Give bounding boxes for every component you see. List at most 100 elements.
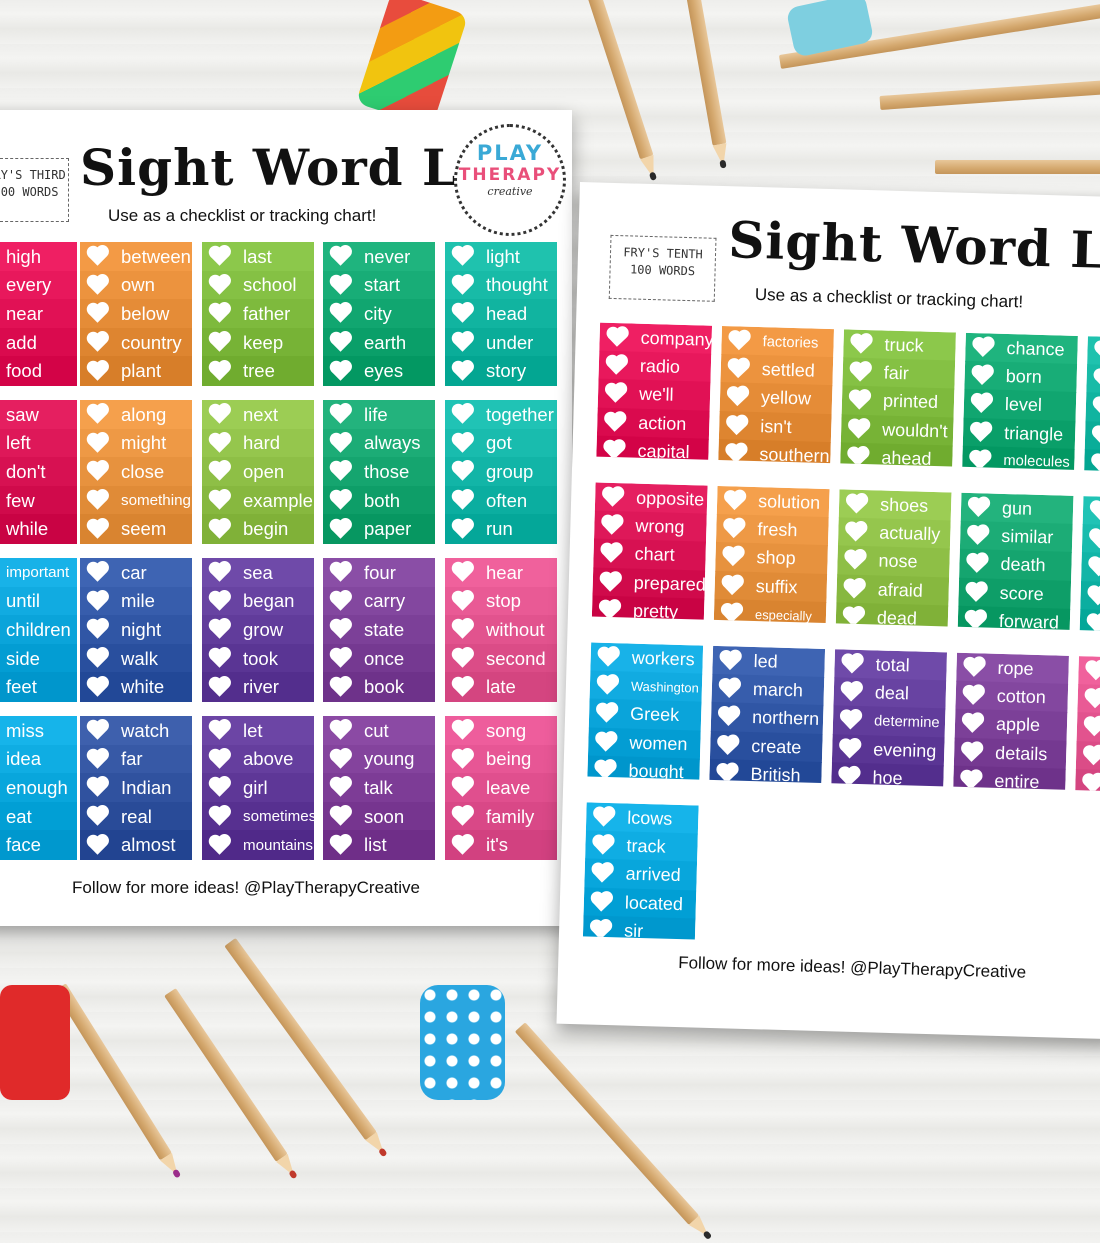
word-row[interactable]: chance <box>965 332 1078 366</box>
heart-checkbox-icon[interactable] <box>844 608 863 627</box>
word-row[interactable]: walk <box>80 643 192 674</box>
heart-checkbox-icon[interactable] <box>601 573 620 592</box>
heart-checkbox-icon[interactable] <box>601 544 621 564</box>
word-row[interactable]: cotton <box>955 680 1069 714</box>
heart-checkbox-icon[interactable] <box>968 526 987 546</box>
word-row[interactable]: face <box>0 830 77 860</box>
word-row[interactable]: wouldn't <box>840 413 954 447</box>
heart-checkbox-icon[interactable] <box>966 611 985 630</box>
heart-checkbox-icon[interactable] <box>598 676 617 695</box>
word-row[interactable]: add <box>0 327 77 358</box>
heart-checkbox-icon[interactable] <box>845 551 865 571</box>
heart-checkbox-icon[interactable] <box>88 750 107 769</box>
heart-checkbox-icon[interactable] <box>453 677 472 697</box>
heart-checkbox-icon[interactable] <box>210 304 229 324</box>
heart-checkbox-icon[interactable] <box>1090 530 1100 549</box>
word-row[interactable]: real <box>80 801 192 832</box>
heart-checkbox-icon[interactable] <box>720 679 739 699</box>
word-row[interactable]: list <box>323 830 435 860</box>
word-row[interactable]: forward <box>957 605 1071 630</box>
word-row[interactable]: sea <box>202 558 314 588</box>
word-row[interactable]: might <box>80 428 192 459</box>
word-row[interactable]: plant <box>80 356 192 386</box>
word-row[interactable]: paper <box>323 514 435 544</box>
heart-checkbox-icon[interactable] <box>1092 454 1100 474</box>
word-row[interactable]: eyes <box>323 356 435 386</box>
heart-checkbox-icon[interactable] <box>720 651 740 671</box>
heart-checkbox-icon[interactable] <box>88 835 107 855</box>
heart-checkbox-icon[interactable] <box>88 491 107 510</box>
heart-checkbox-icon[interactable] <box>210 462 229 482</box>
word-row[interactable]: afraid <box>836 573 950 607</box>
word-row[interactable]: food <box>0 356 77 386</box>
word-row[interactable]: grow <box>202 615 314 645</box>
word-row[interactable]: company <box>599 322 713 355</box>
word-row[interactable]: details <box>953 737 1067 770</box>
heart-checkbox-icon[interactable] <box>1083 774 1100 794</box>
word-row[interactable]: night <box>80 615 192 645</box>
word-row[interactable]: story <box>445 356 557 386</box>
word-row[interactable]: enough <box>0 773 77 803</box>
heart-checkbox-icon[interactable] <box>88 721 107 740</box>
word-row[interactable]: often <box>445 485 557 516</box>
word-row[interactable]: triangle <box>962 417 1076 450</box>
heart-checkbox-icon[interactable] <box>331 677 350 697</box>
heart-checkbox-icon[interactable] <box>331 620 350 640</box>
heart-checkbox-icon[interactable] <box>964 658 984 677</box>
word-row[interactable]: track <box>585 830 698 863</box>
word-row[interactable]: took <box>202 643 314 674</box>
word-row[interactable]: tree <box>202 356 314 386</box>
heart-checkbox-icon[interactable] <box>1093 426 1100 446</box>
heart-checkbox-icon[interactable] <box>331 361 350 381</box>
heart-checkbox-icon[interactable] <box>723 576 742 595</box>
heart-checkbox-icon[interactable] <box>331 835 350 855</box>
word-row[interactable]: along <box>80 400 192 430</box>
word-row[interactable]: white <box>80 672 192 702</box>
heart-checkbox-icon[interactable] <box>210 361 229 381</box>
heart-checkbox-icon[interactable] <box>847 495 866 514</box>
word-row[interactable]: close <box>80 457 192 487</box>
heart-checkbox-icon[interactable] <box>331 434 350 453</box>
word-row[interactable]: young <box>323 744 435 775</box>
word-row[interactable]: watch <box>80 716 192 746</box>
heart-checkbox-icon[interactable] <box>1085 718 1100 737</box>
word-row[interactable]: eat <box>0 801 77 832</box>
word-row[interactable]: hear <box>445 558 557 588</box>
word-row[interactable]: apple <box>954 709 1068 742</box>
heart-checkbox-icon[interactable] <box>595 761 615 780</box>
heart-checkbox-icon[interactable] <box>605 413 624 432</box>
word-row[interactable]: located <box>583 886 697 920</box>
word-row[interactable]: thought <box>445 270 557 301</box>
heart-checkbox-icon[interactable] <box>718 736 738 755</box>
heart-checkbox-icon[interactable] <box>210 592 229 611</box>
heart-checkbox-icon[interactable] <box>331 592 350 611</box>
word-row[interactable]: born <box>964 361 1078 394</box>
heart-checkbox-icon[interactable] <box>592 892 611 912</box>
heart-checkbox-icon[interactable] <box>88 361 107 381</box>
word-row[interactable]: country <box>80 327 192 358</box>
heart-checkbox-icon[interactable] <box>1089 558 1100 577</box>
word-row[interactable]: girl <box>202 773 314 803</box>
word-row[interactable]: arrived <box>584 858 698 892</box>
word-row[interactable]: radio <box>598 350 712 384</box>
heart-checkbox-icon[interactable] <box>88 677 107 697</box>
heart-checkbox-icon[interactable] <box>453 620 472 640</box>
word-row[interactable]: without <box>445 615 557 645</box>
word-row[interactable]: together <box>445 400 557 430</box>
word-row[interactable]: opposite <box>594 482 708 515</box>
word-row[interactable]: late <box>445 672 557 702</box>
heart-checkbox-icon[interactable] <box>210 491 229 510</box>
word-row[interactable]: light <box>445 242 557 272</box>
word-row[interactable]: northern <box>710 702 824 735</box>
heart-checkbox-icon[interactable] <box>331 778 350 798</box>
word-row[interactable]: side <box>0 643 77 674</box>
word-row[interactable]: bought <box>587 755 700 780</box>
word-row[interactable]: near <box>0 299 77 329</box>
word-row[interactable]: talk <box>323 773 435 803</box>
word-row[interactable]: carry <box>323 586 435 617</box>
word-row[interactable]: last <box>202 242 314 272</box>
word-row[interactable]: river <box>202 672 314 702</box>
heart-checkbox-icon[interactable] <box>88 434 107 453</box>
word-row[interactable]: create <box>709 730 823 763</box>
word-row[interactable]: yellow <box>719 382 833 415</box>
